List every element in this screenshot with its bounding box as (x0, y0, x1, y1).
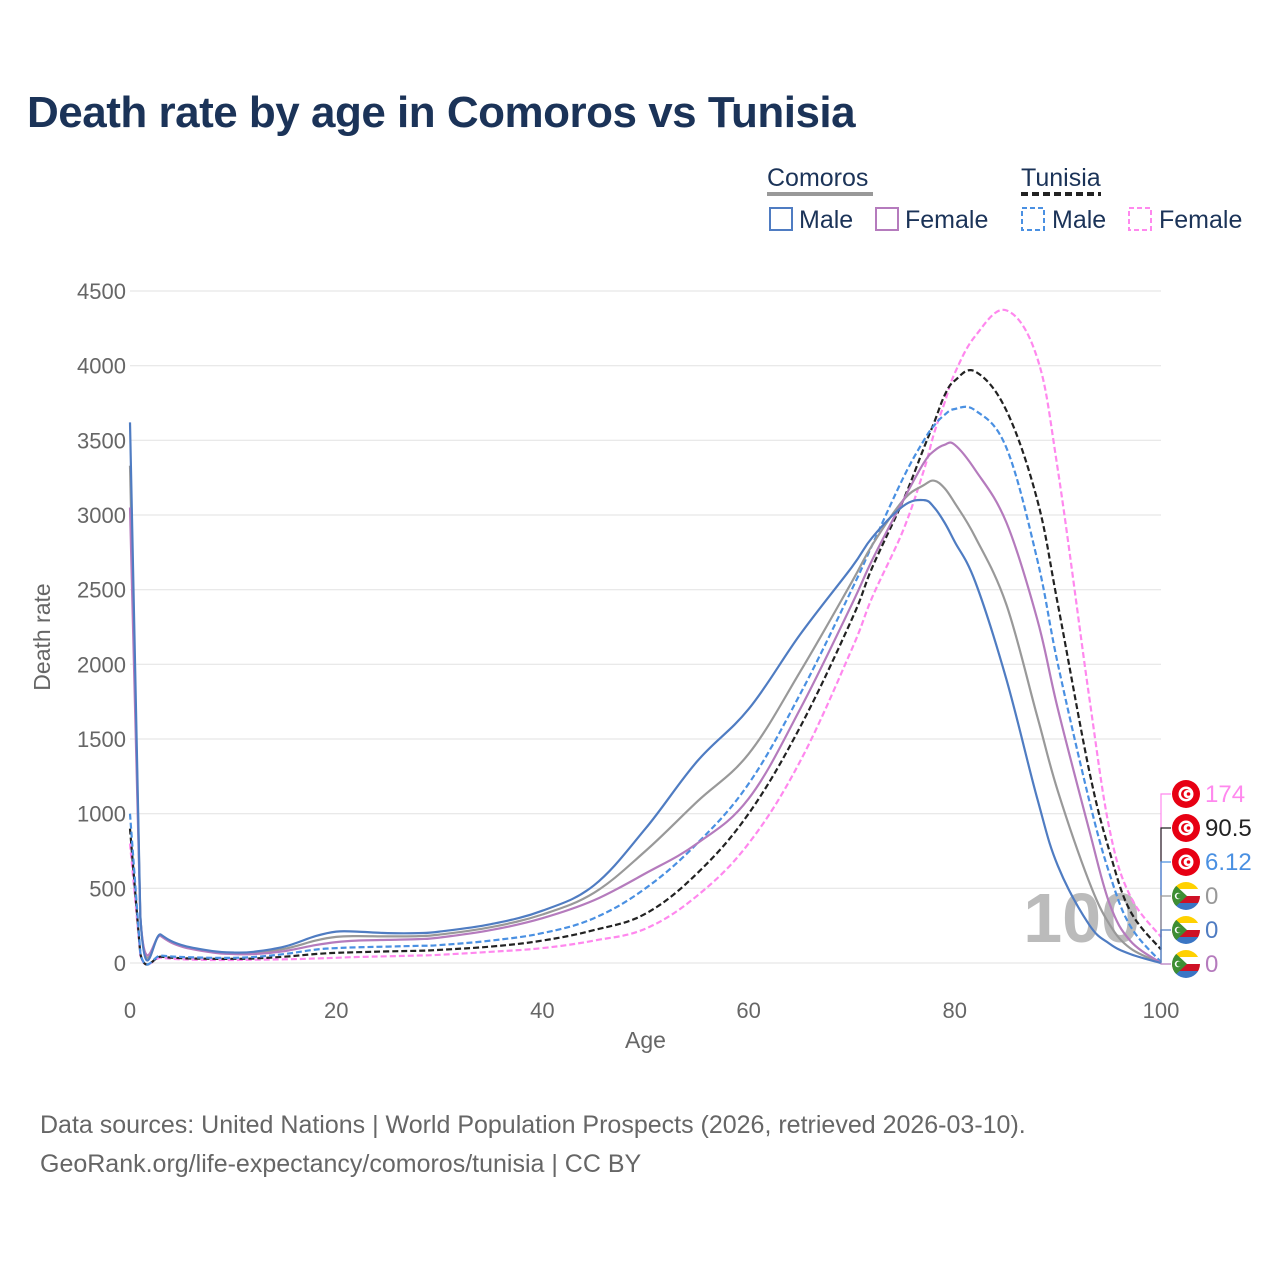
end-value-label: 90.5 (1205, 815, 1252, 842)
series-line-comoros-male[interactable] (128, 422, 1162, 965)
end-label-connector (1160, 963, 1171, 965)
y-tick-label: 1500 (77, 727, 126, 752)
legend-box-comoros-female[interactable] (875, 207, 899, 231)
y-tick-label: 4000 (77, 354, 126, 379)
end-label-connector (1160, 929, 1171, 963)
y-tick-label: 3000 (77, 503, 126, 528)
x-tick-label: 80 (943, 998, 967, 1023)
tunisia-flag-icon (1172, 780, 1200, 808)
tunisia-flag-icon (1172, 848, 1200, 876)
legend-label-comoros-male[interactable]: Male (799, 206, 853, 234)
x-tick-label: 0 (124, 998, 136, 1023)
comoros-flag-icon (1172, 916, 1200, 944)
end-value-label: 0 (1205, 917, 1218, 944)
end-value-label: 0 (1205, 951, 1218, 978)
y-tick-label: 0 (114, 951, 126, 976)
legend-box-tunisia-male[interactable] (1021, 207, 1045, 231)
legend-box-comoros-male[interactable] (769, 207, 793, 231)
x-tick-label: 100 (1143, 998, 1180, 1023)
y-axis-title: Death rate (29, 583, 55, 690)
series-line-tunisia-male[interactable] (128, 405, 1162, 966)
end-label-connector (1160, 827, 1171, 950)
y-tick-label: 2500 (77, 578, 126, 603)
end-label-connector (1160, 793, 1171, 938)
x-tick-label: 40 (530, 998, 554, 1023)
series-line-comoros-total[interactable] (128, 465, 1162, 964)
legend-box-tunisia-female[interactable] (1128, 207, 1152, 231)
end-value-label: 174 (1205, 781, 1245, 808)
year-watermark: 100 (1023, 879, 1140, 957)
y-tick-label: 1000 (77, 802, 126, 827)
footer: Data sources: United Nations | World Pop… (40, 1106, 1026, 1184)
line-chart: Comoros Male Female Tunisia Male Female … (29, 164, 1252, 1053)
x-tick-label: 60 (736, 998, 760, 1023)
legend-label-tunisia-female[interactable]: Female (1159, 206, 1242, 234)
x-axis-title: Age (625, 1027, 666, 1053)
page-title: Death rate by age in Comoros vs Tunisia (27, 88, 856, 137)
legend-group-comoros[interactable]: Comoros (767, 164, 868, 192)
y-tick-label: 3500 (77, 428, 126, 453)
x-tick-label: 20 (324, 998, 348, 1023)
data-source-text: Data sources: United Nations | World Pop… (40, 1111, 1026, 1139)
series-line-comoros-female[interactable] (128, 441, 1162, 964)
series-line-tunisia-female[interactable] (128, 308, 1162, 966)
end-label-connector (1160, 861, 1171, 963)
attribution-link[interactable]: GeoRank.org/life-expectancy/comoros/tuni… (40, 1150, 642, 1178)
legend-label-comoros-female[interactable]: Female (905, 206, 988, 234)
series-line-tunisia-total[interactable] (128, 369, 1162, 966)
legend: Comoros Male Female Tunisia Male Female (767, 164, 1242, 234)
comoros-flag-icon (1172, 950, 1200, 978)
comoros-flag-icon (1172, 882, 1200, 910)
legend-group-tunisia[interactable]: Tunisia (1021, 164, 1101, 192)
y-tick-label: 4500 (77, 279, 126, 304)
end-value-label: 6.12 (1205, 849, 1252, 876)
tunisia-flag-icon (1172, 814, 1200, 842)
y-tick-label: 2000 (77, 652, 126, 677)
y-tick-label: 500 (89, 876, 126, 901)
legend-label-tunisia-male[interactable]: Male (1052, 206, 1106, 234)
end-value-label: 0 (1205, 883, 1218, 910)
